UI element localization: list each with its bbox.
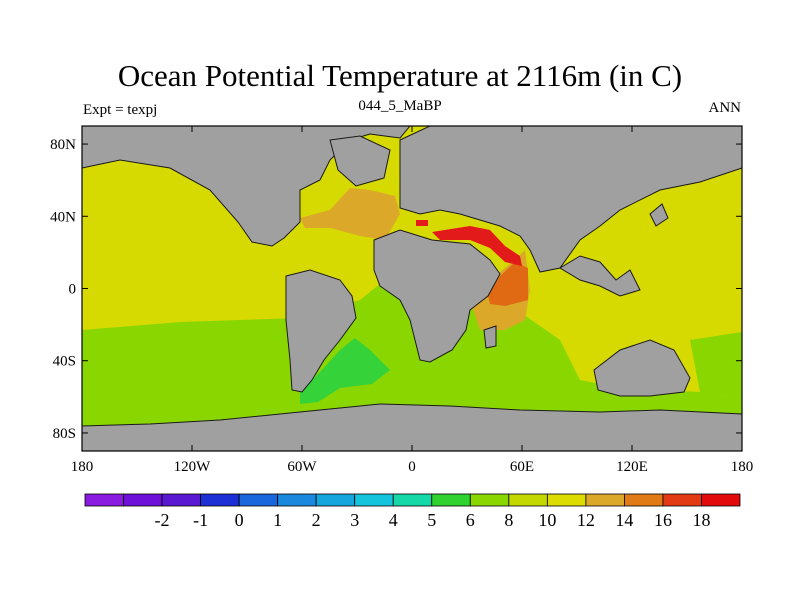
mediterranean-hot-west xyxy=(416,220,428,226)
southern-cold-patch xyxy=(300,338,390,404)
x-tick-label: 180 xyxy=(731,459,754,475)
north-atlantic-warm xyxy=(300,188,400,240)
colorbar-swatch xyxy=(123,493,163,507)
colorbar-level-label: 8 xyxy=(504,510,513,530)
eurasia xyxy=(399,125,743,273)
y-axis-ticks: 80N 40N 0 40S 80S xyxy=(50,137,742,442)
colorbar-level-label: 3 xyxy=(350,510,359,530)
southern-ocean-field xyxy=(82,278,742,451)
colorbar-level-label: 12 xyxy=(577,510,595,530)
x-tick-label: 60W xyxy=(287,459,317,475)
colorbar-swatch xyxy=(84,493,124,507)
colorbar-level-label: -2 xyxy=(155,510,170,530)
colorbar-level-label: -1 xyxy=(193,510,208,530)
greenland xyxy=(329,135,391,187)
colorbar-level-label: 10 xyxy=(538,510,556,530)
y-tick-label: 80S xyxy=(53,426,76,442)
south-asia xyxy=(559,255,641,297)
colorbar-level-label: 0 xyxy=(235,510,244,530)
x-tick-label: 120W xyxy=(174,459,212,475)
x-axis-ticks: 180 120W 60W 0 60E 120E 180 xyxy=(71,126,754,475)
y-tick-label: 40N xyxy=(50,209,76,225)
africa xyxy=(373,229,501,363)
map-title: Ocean Potential Temperature at 2116m (in… xyxy=(117,58,683,93)
colorbar: -2 -1 0 1 2 3 4 5 6 8 10 12 14 16 18 xyxy=(84,493,741,530)
colorbar-level-label: 14 xyxy=(615,510,633,530)
indian-ocean-hot xyxy=(488,262,528,306)
australia xyxy=(593,339,691,397)
colorbar-swatch xyxy=(238,493,279,507)
colorbar-swatch xyxy=(624,493,664,507)
colorbar-swatch xyxy=(161,493,201,507)
south-america xyxy=(285,269,357,393)
colorbar-swatch xyxy=(546,493,587,507)
y-tick-label: 40S xyxy=(53,354,76,370)
colorbar-level-label: 6 xyxy=(466,510,475,530)
colorbar-swatch xyxy=(662,493,702,507)
land xyxy=(81,125,743,452)
colorbar-swatch xyxy=(277,493,317,507)
y-tick-label: 80N xyxy=(50,137,76,153)
colorbar-level-label: 2 xyxy=(312,510,321,530)
x-tick-label: 0 xyxy=(408,459,416,475)
colorbar-swatch xyxy=(701,493,741,507)
colorbar-swatch xyxy=(469,493,510,507)
mediterranean-hot xyxy=(432,226,522,266)
colorbar-swatch xyxy=(508,493,548,507)
season-label: ANN xyxy=(708,100,742,116)
colorbar-level-label: 18 xyxy=(692,510,710,530)
pacific-south-green xyxy=(690,332,742,400)
colorbar-swatch xyxy=(431,493,471,507)
y-tick-label: 0 xyxy=(69,282,77,298)
colorbar-swatch xyxy=(200,493,240,507)
colorbar-level-label: 5 xyxy=(427,510,436,530)
colorbar-level-label: 16 xyxy=(654,510,672,530)
experiment-label: Expt = texpj xyxy=(83,102,158,118)
madagascar xyxy=(483,325,497,349)
map-area: 180 120W 60W 0 60E 120E 180 80N 40N 0 40S 80S xyxy=(50,125,754,475)
colorbar-swatch xyxy=(392,493,433,507)
x-tick-label: 120E xyxy=(616,459,648,475)
colorbar-level-label: 1 xyxy=(273,510,282,530)
japan xyxy=(649,203,669,227)
colorbar-swatch xyxy=(585,493,625,507)
colorbar-swatch xyxy=(315,493,356,507)
map-subtitle: 044_5_MaBP xyxy=(358,98,442,114)
colorbar-level-label: 4 xyxy=(389,510,398,530)
x-tick-label: 180 xyxy=(71,459,94,475)
x-tick-label: 60E xyxy=(510,459,534,475)
north-america xyxy=(81,125,412,247)
colorbar-swatch xyxy=(354,493,394,507)
